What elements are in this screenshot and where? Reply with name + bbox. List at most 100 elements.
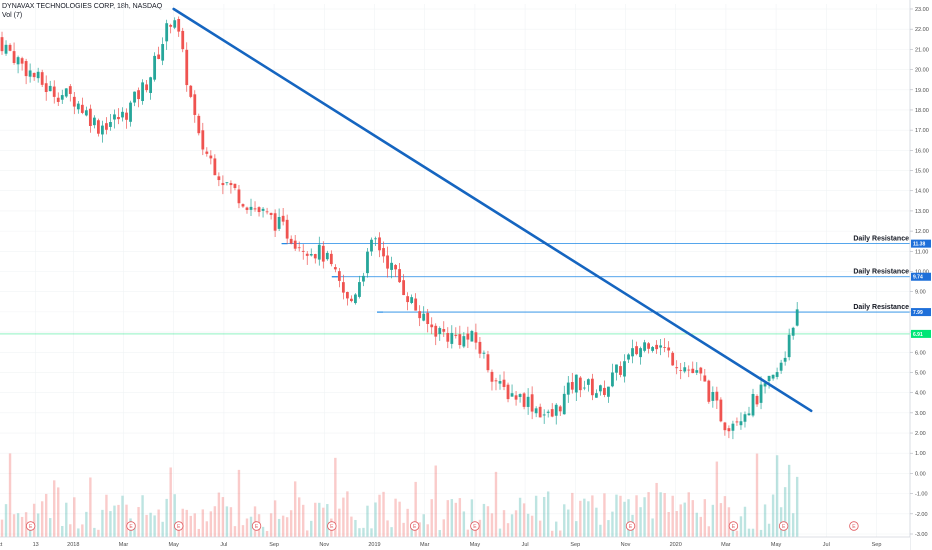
volume-bar [20,516,24,537]
candle-body [273,213,277,231]
candle-body [157,54,161,59]
candle-body [257,207,261,213]
volume-bar [169,467,172,537]
candle-body [418,311,422,319]
candle-body [450,332,454,344]
resistance-label: Daily Resistance [853,269,909,276]
price-tick-label: -3.00 [915,532,928,538]
volume-bar [378,494,381,537]
earnings-marker[interactable]: E [849,521,859,531]
candles [0,16,799,440]
earnings-marker[interactable]: E [778,521,789,531]
volume-bar [466,529,470,537]
trendline[interactable] [172,7,813,413]
candle-body [687,369,691,371]
earnings-marker[interactable]: E [728,521,739,531]
candle-body [64,88,68,97]
volume-bar [201,509,205,537]
candle-body [526,396,530,407]
volume-bar [575,521,578,537]
time-axis[interactable]: Oct 13 2018 Mar May Jul Sep Nov 2019 Mar May Jul Sep… [0,536,910,550]
candle-body [4,44,8,54]
earnings-marker[interactable]: E [327,521,337,531]
volume-bar [587,501,590,537]
candle-body [337,271,341,281]
earnings-marker-letter: E [29,524,33,530]
price-tick-label: 20.00 [915,68,929,74]
volume-bar [647,492,650,537]
time-tick-label: Nov [319,542,329,548]
earnings-marker[interactable]: E [25,521,36,531]
candle-body [20,58,24,64]
volume-bar [4,504,8,537]
candle-body [502,379,506,387]
volume-bar [145,514,148,537]
earnings-marker[interactable]: E [470,521,480,531]
candle-body [534,408,538,414]
volume-bar [73,497,76,537]
volume-bar [394,498,397,537]
price-tick-label: 13.00 [915,209,929,215]
volume-bar [213,506,217,537]
candle-body [80,104,84,113]
volume-bar [177,525,180,537]
earnings-marker[interactable]: E [409,521,420,531]
time-axis-bg [0,537,910,550]
resistance-price-badge [911,308,931,317]
resistance-price-badge-text: 7.99 [913,310,923,316]
volume-bar [683,502,686,537]
candle-body [574,374,578,393]
candle-body [494,380,498,382]
volume-bar [233,526,237,537]
trendline-layer[interactable] [172,7,813,413]
candle-body [747,413,751,416]
candle-body [165,23,169,42]
volume-bar [298,497,301,537]
candle-body [305,253,309,256]
candle-body [317,244,321,260]
candle-body [8,44,12,51]
volume-bar [470,499,474,537]
volume-bar [293,481,297,537]
price-tick-label: 19.00 [915,88,929,94]
earnings-marker[interactable]: E [625,521,636,531]
volume-bar [289,510,293,537]
volume-bar [362,527,365,537]
volume-bar [402,522,405,537]
candle-body [691,368,695,374]
volume-bar [651,518,654,537]
candle-body [309,254,313,256]
volume-bar [695,512,698,537]
resistance-price-badge [911,272,931,281]
volume-bar [318,502,321,537]
volume-bar [659,492,662,537]
candle-body [590,378,594,396]
volume-bar [474,527,478,537]
candle-body [129,102,132,122]
candle-body [109,122,112,127]
volume-label: Vol (7) [2,12,23,19]
volume-bar [723,496,727,537]
candle-body [354,294,357,304]
candle-body [121,111,124,118]
volume-bar [181,508,184,537]
earnings-marker[interactable]: E [174,521,184,531]
candle-body [506,384,510,400]
volume-bar [715,461,719,537]
earnings-marker[interactable]: E [126,521,136,531]
volume-bar [619,495,622,537]
volume-bar [767,523,771,537]
price-axis[interactable]: 23.00 22.00 21.00 20.00 19.00 18.00 17.00 16.00… [909,0,932,550]
earnings-marker-circle [25,521,36,531]
volume-bar [599,524,602,537]
candle-body [562,393,566,415]
time-tick-label: Jul [220,542,227,548]
volume-bar [671,495,674,537]
candle-body [603,387,606,395]
earnings-marker[interactable]: E [251,521,262,531]
candle-body [611,372,614,387]
volume-bar [165,498,168,537]
candle-body [233,183,237,188]
volume-bar [245,518,249,537]
